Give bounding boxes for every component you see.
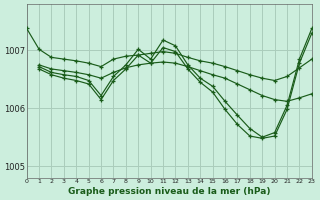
X-axis label: Graphe pression niveau de la mer (hPa): Graphe pression niveau de la mer (hPa) bbox=[68, 187, 270, 196]
